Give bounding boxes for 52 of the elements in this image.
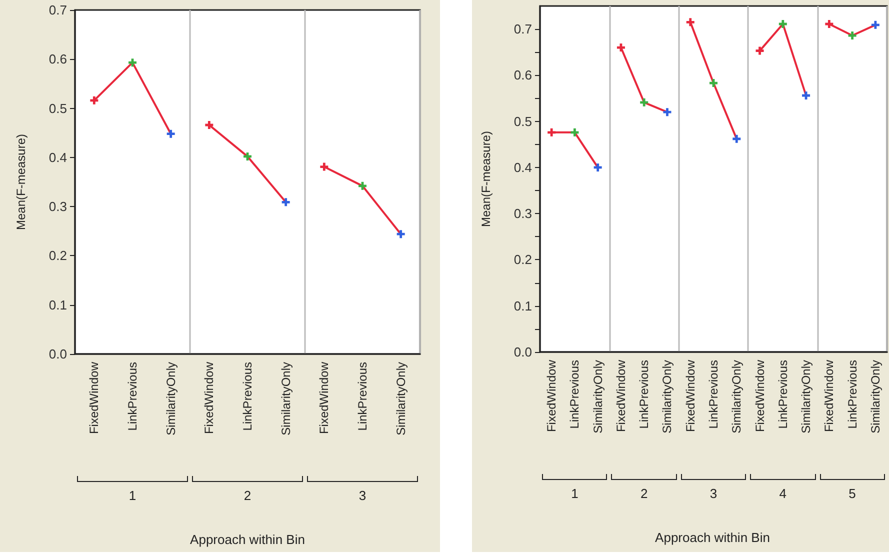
y-tick-label: 0.1 [48, 297, 67, 312]
x-tick-label: FixedWindow [822, 360, 836, 432]
y-tick-label: 0.5 [48, 100, 67, 116]
y-tick-label: 0.2 [48, 248, 67, 264]
y-tick-label: 0.4 [514, 160, 532, 175]
x-tick-label: LinkPrevious [637, 360, 652, 429]
text: 3 [358, 488, 368, 503]
y-tick-label: 0.3 [514, 206, 532, 222]
y-tick-label: 0.1 [514, 298, 532, 314]
x-axis-title: Approach within Bin [189, 532, 306, 547]
y-axis-title: Mean(F-measure) [479, 130, 493, 228]
text: 2 [639, 486, 649, 501]
text: 5 [848, 486, 857, 501]
y-tick-label: 0.0 [514, 344, 532, 360]
x-tick-label: FixedWindow [752, 360, 767, 432]
x-tick-label: LinkPrevious [126, 362, 140, 431]
y-tick-label: 0.3 [48, 199, 67, 214]
text: 1 [128, 488, 138, 503]
y-tick-label: 0.6 [514, 68, 532, 83]
text: 1 [570, 486, 580, 501]
x-tick-label: FixedWindow [202, 362, 216, 434]
x-tick-label: LinkPrevious [706, 360, 720, 429]
x-tick-label: LinkPrevious [845, 360, 860, 429]
x-tick-label: FixedWindow [683, 360, 698, 432]
x-tick-label: FixedWindow [317, 362, 332, 434]
y-tick-label: 0.5 [514, 114, 532, 129]
x-tick-label: SimilarityOnly [394, 362, 408, 436]
x-tick-label: FixedWindow [87, 362, 102, 434]
x-tick-label: SimilarityOnly [164, 362, 178, 436]
x-tick-label: LinkPrevious [356, 362, 370, 431]
y-tick-label: 0.2 [514, 252, 532, 268]
x-tick-label: SimilarityOnly [278, 362, 293, 436]
x-tick-label: LinkPrevious [776, 360, 790, 429]
x-tick-label: SimilarityOnly [730, 360, 744, 434]
x-tick-label: LinkPrevious [240, 362, 254, 431]
text: 4 [778, 486, 788, 501]
x-tick-label: FixedWindow [614, 360, 628, 432]
y-axis-title: Mean(F-measure) [14, 134, 28, 230]
x-tick-label: SimilarityOnly [660, 360, 674, 434]
text: 2 [242, 488, 252, 503]
x-axis-title: Approach within Bin [654, 530, 771, 545]
y-tick-label: 0.7 [48, 2, 67, 18]
y-tick-label: 0.7 [514, 22, 532, 37]
x-tick-label: SimilarityOnly [590, 360, 605, 434]
y-tick-label: 0.0 [48, 346, 67, 362]
text: 3 [708, 486, 718, 501]
x-tick-label: SimilarityOnly [799, 360, 814, 434]
x-tick-label: SimilarityOnly [868, 360, 882, 434]
x-tick-label: FixedWindow [544, 360, 559, 432]
y-tick-label: 0.4 [48, 150, 67, 165]
x-tick-label: LinkPrevious [568, 360, 582, 429]
y-tick-label: 0.6 [48, 52, 67, 67]
